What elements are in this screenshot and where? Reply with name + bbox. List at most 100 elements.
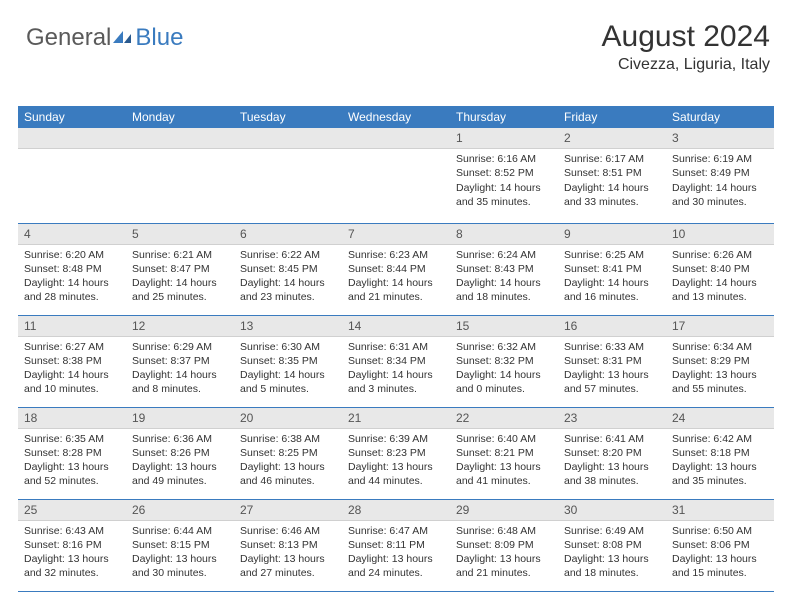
sunrise-line: Sunrise: 6:47 AM (348, 524, 444, 538)
weekday-header: Saturday (666, 106, 774, 128)
calendar-cell: 20Sunrise: 6:38 AMSunset: 8:25 PMDayligh… (234, 407, 342, 499)
sunrise-line: Sunrise: 6:40 AM (456, 432, 552, 446)
day-content: Sunrise: 6:29 AMSunset: 8:37 PMDaylight:… (126, 337, 234, 399)
sunrise-line: Sunrise: 6:50 AM (672, 524, 768, 538)
sunset-line: Sunset: 8:37 PM (132, 354, 228, 368)
day-content: Sunrise: 6:43 AMSunset: 8:16 PMDaylight:… (18, 521, 126, 583)
sunset-line: Sunset: 8:43 PM (456, 262, 552, 276)
sunrise-line: Sunrise: 6:46 AM (240, 524, 336, 538)
sunrise-line: Sunrise: 6:30 AM (240, 340, 336, 354)
daynum: 27 (234, 500, 342, 521)
brand-logo: General Blue (26, 24, 183, 52)
sunrise-line: Sunrise: 6:20 AM (24, 248, 120, 262)
daylight-line: Daylight: 14 hours and 28 minutes. (24, 276, 120, 304)
weekday-header: Monday (126, 106, 234, 128)
daynum: 11 (18, 316, 126, 337)
sunrise-line: Sunrise: 6:41 AM (564, 432, 660, 446)
day-content: Sunrise: 6:36 AMSunset: 8:26 PMDaylight:… (126, 429, 234, 491)
daynum: 2 (558, 128, 666, 149)
weekday-header: Sunday (18, 106, 126, 128)
sunset-line: Sunset: 8:11 PM (348, 538, 444, 552)
calendar-cell (234, 128, 342, 223)
daylight-line: Daylight: 13 hours and 55 minutes. (672, 368, 768, 396)
calendar-row: 1Sunrise: 6:16 AMSunset: 8:52 PMDaylight… (18, 128, 774, 223)
daynum: 19 (126, 408, 234, 429)
sunset-line: Sunset: 8:38 PM (24, 354, 120, 368)
day-content: Sunrise: 6:19 AMSunset: 8:49 PMDaylight:… (666, 149, 774, 211)
sunrise-line: Sunrise: 6:35 AM (24, 432, 120, 446)
calendar-row: 11Sunrise: 6:27 AMSunset: 8:38 PMDayligh… (18, 315, 774, 407)
calendar-cell: 18Sunrise: 6:35 AMSunset: 8:28 PMDayligh… (18, 407, 126, 499)
calendar-cell: 21Sunrise: 6:39 AMSunset: 8:23 PMDayligh… (342, 407, 450, 499)
day-content: Sunrise: 6:44 AMSunset: 8:15 PMDaylight:… (126, 521, 234, 583)
calendar-cell: 19Sunrise: 6:36 AMSunset: 8:26 PMDayligh… (126, 407, 234, 499)
month-title: August 2024 (602, 20, 770, 54)
day-content: Sunrise: 6:38 AMSunset: 8:25 PMDaylight:… (234, 429, 342, 491)
daylight-line: Daylight: 13 hours and 41 minutes. (456, 460, 552, 488)
day-content: Sunrise: 6:22 AMSunset: 8:45 PMDaylight:… (234, 245, 342, 307)
sunset-line: Sunset: 8:40 PM (672, 262, 768, 276)
sunset-line: Sunset: 8:44 PM (348, 262, 444, 276)
daynum-empty (18, 128, 126, 149)
sunrise-line: Sunrise: 6:21 AM (132, 248, 228, 262)
daylight-line: Daylight: 13 hours and 15 minutes. (672, 552, 768, 580)
sunrise-line: Sunrise: 6:26 AM (672, 248, 768, 262)
calendar-cell: 13Sunrise: 6:30 AMSunset: 8:35 PMDayligh… (234, 315, 342, 407)
daylight-line: Daylight: 14 hours and 3 minutes. (348, 368, 444, 396)
daynum: 15 (450, 316, 558, 337)
day-content: Sunrise: 6:40 AMSunset: 8:21 PMDaylight:… (450, 429, 558, 491)
daynum: 4 (18, 224, 126, 245)
calendar-cell: 7Sunrise: 6:23 AMSunset: 8:44 PMDaylight… (342, 223, 450, 315)
calendar-row: 25Sunrise: 6:43 AMSunset: 8:16 PMDayligh… (18, 499, 774, 591)
daynum-empty (342, 128, 450, 149)
sunset-line: Sunset: 8:47 PM (132, 262, 228, 276)
day-content: Sunrise: 6:32 AMSunset: 8:32 PMDaylight:… (450, 337, 558, 399)
daynum: 25 (18, 500, 126, 521)
day-content: Sunrise: 6:50 AMSunset: 8:06 PMDaylight:… (666, 521, 774, 583)
daylight-line: Daylight: 14 hours and 0 minutes. (456, 368, 552, 396)
calendar-cell: 6Sunrise: 6:22 AMSunset: 8:45 PMDaylight… (234, 223, 342, 315)
weekday-header: Friday (558, 106, 666, 128)
calendar-cell: 1Sunrise: 6:16 AMSunset: 8:52 PMDaylight… (450, 128, 558, 223)
daynum: 30 (558, 500, 666, 521)
calendar-cell: 16Sunrise: 6:33 AMSunset: 8:31 PMDayligh… (558, 315, 666, 407)
daylight-line: Daylight: 13 hours and 38 minutes. (564, 460, 660, 488)
day-content: Sunrise: 6:49 AMSunset: 8:08 PMDaylight:… (558, 521, 666, 583)
daynum: 22 (450, 408, 558, 429)
day-content: Sunrise: 6:31 AMSunset: 8:34 PMDaylight:… (342, 337, 450, 399)
calendar-cell: 12Sunrise: 6:29 AMSunset: 8:37 PMDayligh… (126, 315, 234, 407)
daylight-line: Daylight: 14 hours and 33 minutes. (564, 181, 660, 209)
daynum: 23 (558, 408, 666, 429)
daynum: 14 (342, 316, 450, 337)
location-label: Civezza, Liguria, Italy (602, 56, 770, 74)
weekday-header: Tuesday (234, 106, 342, 128)
daynum: 16 (558, 316, 666, 337)
daylight-line: Daylight: 13 hours and 21 minutes. (456, 552, 552, 580)
logo-text-blue: Blue (135, 24, 183, 52)
day-content: Sunrise: 6:23 AMSunset: 8:44 PMDaylight:… (342, 245, 450, 307)
logo-text-general: General (26, 24, 111, 52)
calendar-cell: 27Sunrise: 6:46 AMSunset: 8:13 PMDayligh… (234, 499, 342, 591)
calendar-cell: 28Sunrise: 6:47 AMSunset: 8:11 PMDayligh… (342, 499, 450, 591)
daynum: 20 (234, 408, 342, 429)
sunrise-line: Sunrise: 6:19 AM (672, 152, 768, 166)
daylight-line: Daylight: 14 hours and 23 minutes. (240, 276, 336, 304)
daylight-line: Daylight: 13 hours and 18 minutes. (564, 552, 660, 580)
calendar-cell: 26Sunrise: 6:44 AMSunset: 8:15 PMDayligh… (126, 499, 234, 591)
daylight-line: Daylight: 14 hours and 13 minutes. (672, 276, 768, 304)
daylight-line: Daylight: 13 hours and 46 minutes. (240, 460, 336, 488)
daynum: 3 (666, 128, 774, 149)
sunset-line: Sunset: 8:09 PM (456, 538, 552, 552)
calendar-cell: 23Sunrise: 6:41 AMSunset: 8:20 PMDayligh… (558, 407, 666, 499)
calendar-cell: 4Sunrise: 6:20 AMSunset: 8:48 PMDaylight… (18, 223, 126, 315)
daynum: 1 (450, 128, 558, 149)
daylight-line: Daylight: 13 hours and 30 minutes. (132, 552, 228, 580)
calendar-cell: 15Sunrise: 6:32 AMSunset: 8:32 PMDayligh… (450, 315, 558, 407)
daynum: 5 (126, 224, 234, 245)
daylight-line: Daylight: 13 hours and 44 minutes. (348, 460, 444, 488)
sunrise-line: Sunrise: 6:16 AM (456, 152, 552, 166)
sunset-line: Sunset: 8:35 PM (240, 354, 336, 368)
sunset-line: Sunset: 8:13 PM (240, 538, 336, 552)
day-content: Sunrise: 6:16 AMSunset: 8:52 PMDaylight:… (450, 149, 558, 211)
daylight-line: Daylight: 13 hours and 35 minutes. (672, 460, 768, 488)
